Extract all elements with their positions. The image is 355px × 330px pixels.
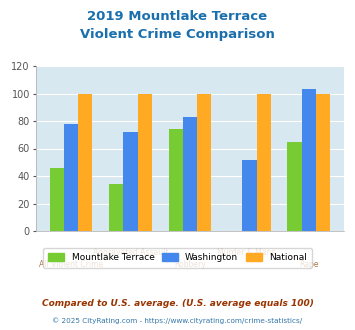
Text: All Violent Crime: All Violent Crime <box>39 260 103 269</box>
Text: 2019 Mountlake Terrace
Violent Crime Comparison: 2019 Mountlake Terrace Violent Crime Com… <box>80 10 275 41</box>
Text: Compared to U.S. average. (U.S. average equals 100): Compared to U.S. average. (U.S. average … <box>42 299 313 308</box>
Bar <box>257 93 271 231</box>
Bar <box>64 124 78 231</box>
Bar <box>197 93 211 231</box>
Bar <box>302 89 316 231</box>
Bar <box>169 129 183 231</box>
Bar <box>50 168 64 231</box>
Bar <box>316 93 330 231</box>
Bar <box>123 132 138 231</box>
Bar <box>288 142 302 231</box>
Text: © 2025 CityRating.com - https://www.cityrating.com/crime-statistics/: © 2025 CityRating.com - https://www.city… <box>53 317 302 324</box>
Legend: Mountlake Terrace, Washington, National: Mountlake Terrace, Washington, National <box>43 248 312 268</box>
Bar <box>78 93 92 231</box>
Bar <box>138 93 152 231</box>
Bar <box>109 184 123 231</box>
Text: Robbery: Robbery <box>174 260 206 269</box>
Text: Murder & Mans...: Murder & Mans... <box>217 248 282 257</box>
Bar <box>183 117 197 231</box>
Text: Rape: Rape <box>299 260 319 269</box>
Text: Aggravated Assault: Aggravated Assault <box>93 248 168 257</box>
Bar <box>242 159 257 231</box>
